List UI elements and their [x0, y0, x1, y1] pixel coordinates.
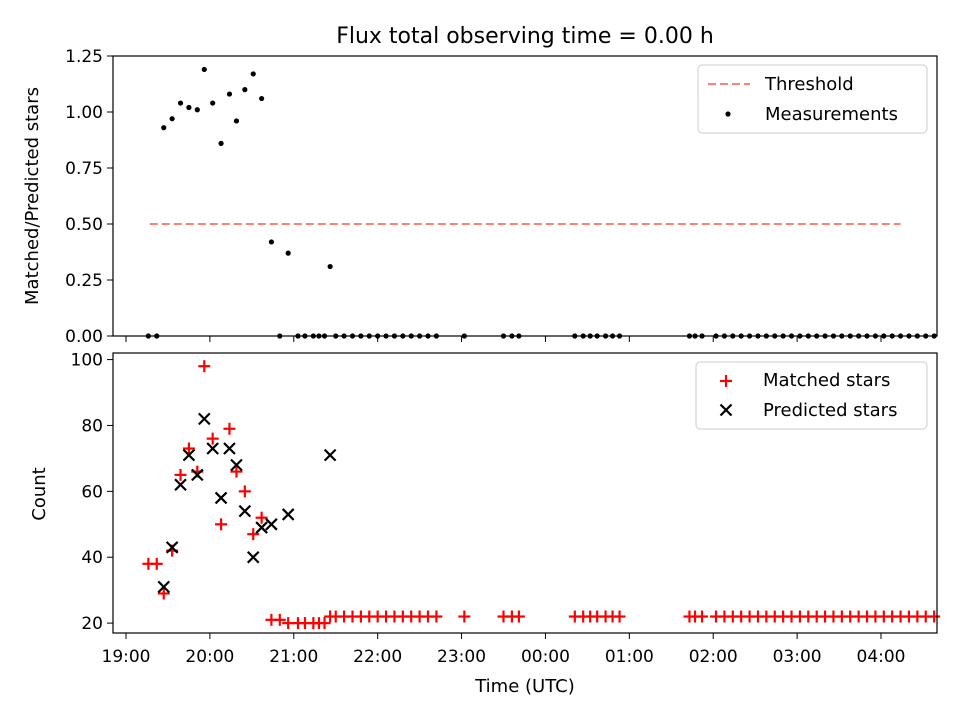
- measurement-point: [218, 140, 224, 146]
- matched-star-point: [182, 442, 195, 455]
- matched-star-point: [157, 587, 170, 600]
- matched-star-point: [928, 610, 941, 623]
- y-tick-label: 1.25: [65, 47, 103, 67]
- predicted-star-point: [281, 508, 295, 521]
- predicted-star-point: [165, 541, 179, 554]
- matched-star-point: [255, 511, 268, 524]
- count-y-ticks: 20 40 60 80 100: [71, 351, 113, 634]
- predicted-legend-label: Predicted stars: [763, 400, 897, 421]
- measurement-point: [285, 250, 291, 256]
- y-tick-label: 0.75: [65, 159, 103, 179]
- matched-star-point: [458, 610, 471, 623]
- x-axis-label: Time (UTC): [474, 676, 575, 697]
- predicted-star-point: [246, 550, 260, 564]
- ratio-y-ticks: 0.00 0.25 0.50 0.75 1.00 1.25: [65, 47, 113, 347]
- matched-star-point: [512, 610, 525, 623]
- predicted-star-point: [191, 468, 204, 482]
- count-marks: [142, 360, 941, 630]
- count-panel: 20 40 60 80 100 19:00 20:00 21:00 22:00 23:00 00:…: [29, 351, 941, 697]
- matched-star-point: [215, 518, 228, 531]
- matched-star-point: [613, 610, 626, 623]
- y-tick-label: 40: [81, 548, 103, 568]
- ratio-legend: Threshold Measurements: [697, 64, 928, 134]
- chart-title: Flux total observing time = 0.00 h: [336, 24, 714, 49]
- x-tick-label: 00:00: [521, 647, 570, 667]
- count-legend: Matched stars Predicted stars: [695, 361, 928, 430]
- matched-star-point: [206, 432, 219, 445]
- predicted-star-point: [182, 448, 196, 462]
- measurement-point: [210, 100, 216, 106]
- count-axes-frame: [112, 352, 938, 634]
- ratio-y-axis-label: Matched/Predicted stars: [22, 87, 43, 305]
- predicted-star-point: [265, 518, 278, 531]
- matched-star-point: [150, 557, 163, 570]
- x-tick-label: 20:00: [185, 647, 234, 667]
- y-tick-label: 20: [81, 614, 103, 634]
- measurement-point: [169, 116, 175, 122]
- matched-star-point: [247, 528, 260, 541]
- predicted-star-point: [157, 580, 171, 594]
- ratio-legend-box: [697, 64, 928, 134]
- x-tick-label: 03:00: [773, 647, 822, 667]
- matched-star-point: [273, 613, 286, 626]
- measurement-point: [186, 104, 192, 111]
- matched-star-point: [430, 610, 443, 623]
- measurement-point: [233, 118, 240, 124]
- measurement-point: [259, 95, 265, 102]
- predicted-star-point: [174, 478, 187, 492]
- y-tick-label: 0.25: [65, 271, 103, 291]
- measurement-point: [250, 71, 256, 77]
- y-tick-label: 80: [81, 416, 103, 436]
- measurement-point: [161, 125, 167, 131]
- measurement-point: [194, 107, 200, 113]
- predicted-star-point: [214, 491, 228, 505]
- x-tick-label: 04:00: [857, 647, 906, 667]
- x-tick-label: 19:00: [102, 647, 151, 667]
- measurement-point: [242, 87, 248, 93]
- y-tick-label: 1.00: [65, 103, 103, 123]
- x-tick-label: 02:00: [689, 647, 738, 667]
- x-tick-label: 23:00: [437, 647, 486, 667]
- y-tick-label: 100: [71, 351, 103, 371]
- predicted-star-point: [206, 442, 219, 455]
- predicted-star-point: [198, 412, 211, 426]
- matched-star-point: [238, 485, 251, 498]
- measurement-point: [268, 239, 275, 245]
- predicted-legend-swatch: [719, 403, 733, 417]
- predicted-star-point: [230, 458, 243, 472]
- measurement-point: [177, 100, 184, 106]
- matched-star-point: [223, 422, 236, 435]
- y-tick-label: 0.50: [65, 215, 103, 235]
- matched-star-point: [198, 360, 211, 373]
- matched-star-point: [230, 465, 243, 478]
- ratio-x-ticks: [125, 336, 882, 342]
- y-tick-label: 0.00: [65, 327, 103, 347]
- threshold-legend-label: Threshold: [764, 74, 854, 95]
- predicted-star-point: [238, 504, 252, 518]
- matched-star-point: [696, 610, 709, 623]
- x-tick-label: 22:00: [353, 647, 402, 667]
- measurements-legend-label: Measurements: [765, 104, 898, 125]
- measurement-point: [327, 263, 333, 270]
- measurement-point: [226, 91, 233, 97]
- predicted-star-point: [323, 448, 337, 462]
- measurement-point: [201, 66, 207, 73]
- count-y-axis-label: Count: [29, 467, 50, 520]
- matched-star-point: [174, 468, 187, 481]
- measurements-legend-swatch: [725, 111, 731, 117]
- matched-legend-label: Matched stars: [763, 370, 890, 391]
- predicted-star-point: [223, 442, 236, 455]
- count-x-ticks: 19:00 20:00 21:00 22:00 23:00 00:00 01:00 02:00…: [102, 633, 906, 667]
- x-tick-label: 01:00: [605, 647, 654, 667]
- y-tick-label: 60: [81, 482, 103, 502]
- matched-star-point: [318, 617, 331, 630]
- count-legend-box: [695, 361, 928, 430]
- x-tick-label: 21:00: [269, 647, 318, 667]
- matched-legend-swatch: [720, 375, 732, 387]
- predicted-star-point: [255, 521, 268, 534]
- ratio-panel: 0.00 0.25 0.50 0.75 1.00 1.25 Matched/Predict…: [22, 47, 938, 347]
- ratio-axes-frame: [112, 55, 938, 337]
